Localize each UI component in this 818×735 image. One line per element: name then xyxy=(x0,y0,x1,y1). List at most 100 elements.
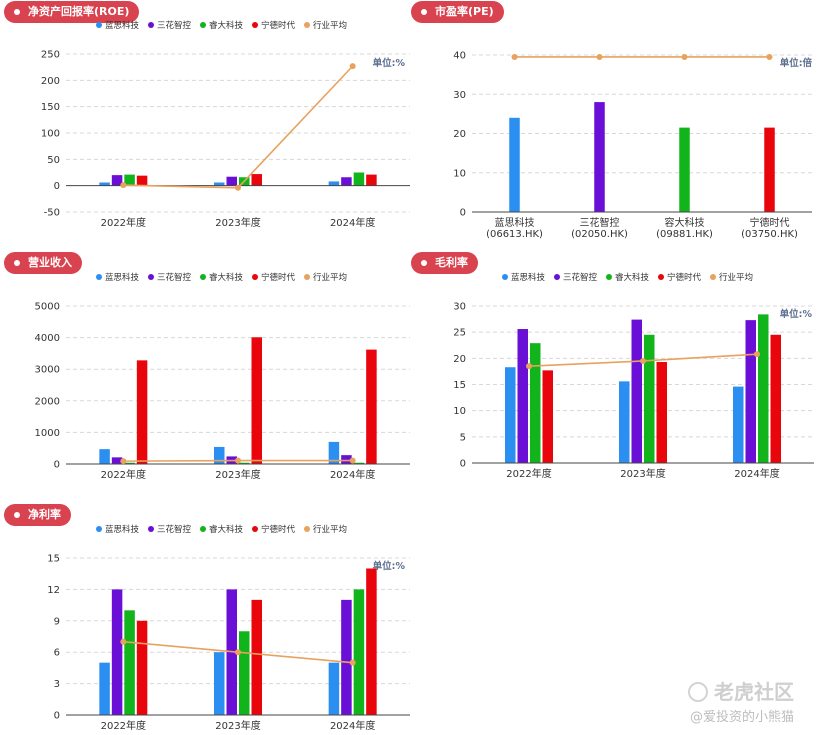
revenue-chart: 5000 4000 3000 2000 1000 0 2022年度 2023年度 2024年度 蓝… xyxy=(35,272,410,481)
bar xyxy=(619,381,630,463)
bar xyxy=(733,386,744,463)
bar xyxy=(631,319,642,463)
x-tick-label: 2024年度 xyxy=(330,719,375,732)
legend-label: 宁德时代 xyxy=(261,524,296,535)
legend-marker xyxy=(554,274,560,280)
x-tick-label: 2024年度 xyxy=(330,468,375,481)
legend-label: 行业平均 xyxy=(313,524,347,535)
roe-title: 净资产回报率(ROE) xyxy=(4,1,140,23)
unit-label: 单位:% xyxy=(373,57,406,69)
x-tick-label: 2022年度 xyxy=(101,216,146,229)
average-point xyxy=(681,53,688,60)
average-point xyxy=(640,357,646,364)
bar xyxy=(341,455,352,464)
x-tick-label: 2023年度 xyxy=(215,719,260,732)
x-tick-code: (03750.HK) xyxy=(741,229,798,240)
x-tick-code: (02050.HK) xyxy=(571,229,628,240)
y-tick-label: 20 xyxy=(453,354,466,365)
bar xyxy=(239,631,250,715)
bar xyxy=(111,589,123,715)
net-chart: 15 12 9 6 3 0 单位:% 2022年度 2023年度 2024年度 蓝思科技 三花智控 睿大… xyxy=(47,524,410,732)
y-tick-label: 25 xyxy=(453,328,466,339)
y-tick-label: 15 xyxy=(453,380,466,391)
y-tick-label: 15 xyxy=(47,554,60,565)
bar xyxy=(517,329,528,463)
legend-label: 三花智控 xyxy=(157,524,192,535)
pe-panel: 市盈率(PE) 40 30 20 10 0 单位:倍 蓝思科技 (06613.HK) 三花智控(… xyxy=(408,0,818,240)
watermark-brand: 老虎社区 xyxy=(688,676,794,705)
y-tick-label: 0 xyxy=(54,460,60,471)
average-point xyxy=(120,638,127,645)
bar xyxy=(251,599,262,715)
paw-icon xyxy=(688,682,708,702)
bar xyxy=(366,349,377,464)
legend-marker xyxy=(658,274,664,280)
x-tick-label: 2022年度 xyxy=(506,467,551,480)
y-tick-label: 5000 xyxy=(35,302,60,313)
bar xyxy=(111,457,123,464)
y-tick-label: 40 xyxy=(453,51,466,62)
legend-marker xyxy=(502,274,508,280)
bar xyxy=(136,360,148,464)
average-point xyxy=(235,457,241,464)
bar xyxy=(505,367,516,463)
bar xyxy=(328,441,340,464)
average-point xyxy=(235,184,241,191)
bar xyxy=(99,449,110,464)
y-tick-label: 30 xyxy=(453,302,466,313)
legend-marker xyxy=(148,526,154,532)
pe-title: 市盈率(PE) xyxy=(411,1,504,23)
x-tick-label: 2023年度 xyxy=(620,467,665,480)
y-tick-label: 100 xyxy=(41,129,60,140)
bar xyxy=(764,127,775,212)
bar xyxy=(770,334,781,463)
unit-label: 单位:倍 xyxy=(780,57,813,69)
legend-marker xyxy=(96,526,102,532)
bar xyxy=(124,462,135,464)
legend-marker xyxy=(200,274,206,280)
bar xyxy=(226,176,237,186)
legend-label: 三花智控 xyxy=(563,272,598,283)
average-point xyxy=(349,457,356,464)
bar xyxy=(644,334,655,463)
bar xyxy=(758,314,769,463)
legend-label: 睿大科技 xyxy=(209,272,244,283)
bar xyxy=(341,177,352,186)
bar xyxy=(353,589,365,715)
average-point xyxy=(120,458,127,465)
x-tick-label: 2023年度 xyxy=(215,216,260,229)
bar xyxy=(656,361,667,463)
average-point xyxy=(596,53,603,60)
y-tick-label: 12 xyxy=(47,585,60,596)
bar xyxy=(111,175,123,186)
legend-marker xyxy=(96,274,102,280)
x-tick-code: (09881.HK) xyxy=(656,229,713,240)
legend-label: 宁德时代 xyxy=(261,272,296,283)
legend-label: 行业平均 xyxy=(719,272,753,283)
legend-marker xyxy=(252,526,258,532)
roe-chart: 250 200 150 100 50 0 -50 单位:% 2022年度 2023年度 2024年度… xyxy=(41,20,410,229)
net-panel: 净利率 15 12 9 6 3 0 单位:% 2022年度 2023年度 2024年度 蓝思科技 三花… xyxy=(0,503,410,735)
y-tick-label: 9 xyxy=(54,616,60,627)
legend-label: 蓝思科技 xyxy=(105,20,140,31)
watermark-handle: @爱投资的小熊猫 xyxy=(690,710,795,725)
y-tick-label: 0 xyxy=(54,181,60,192)
legend-label: 三花智控 xyxy=(157,272,192,283)
bar xyxy=(124,174,135,186)
bar xyxy=(328,181,340,186)
average-line xyxy=(123,65,354,189)
y-tick-label: 5 xyxy=(460,432,466,443)
legend-label: 宁德时代 xyxy=(667,272,702,283)
bar xyxy=(136,620,148,715)
y-tick-label: 30 xyxy=(453,90,466,101)
bar xyxy=(353,172,365,186)
legend-marker xyxy=(96,22,102,28)
average-point xyxy=(349,659,356,666)
y-tick-label: 3000 xyxy=(35,365,60,376)
y-tick-label: 50 xyxy=(47,155,60,166)
gross-title: 毛利率 xyxy=(411,252,478,274)
x-tick-label: 容大科技 xyxy=(665,216,705,229)
y-tick-label: 6 xyxy=(54,648,60,659)
bar xyxy=(251,174,262,186)
